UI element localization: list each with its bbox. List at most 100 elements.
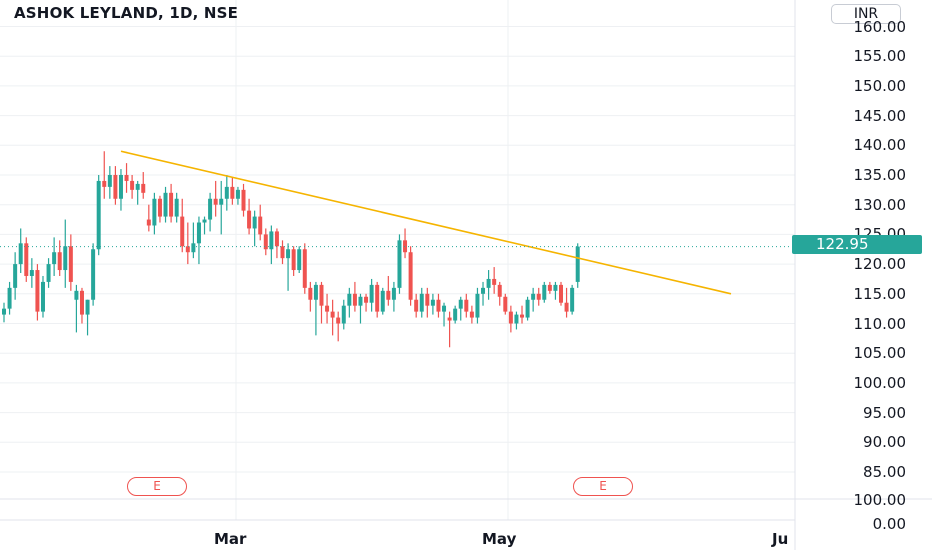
candles: [2, 151, 580, 348]
candle-body: [352, 293, 357, 306]
candle: [547, 281, 552, 294]
candle-body: [196, 222, 201, 244]
candle-body: [235, 189, 240, 199]
candle-body: [553, 284, 558, 291]
candle-body: [118, 175, 123, 199]
candle-body: [74, 290, 79, 300]
candle-body: [341, 305, 346, 324]
chart-title: ASHOK LEYLAND, 1D, NSE: [14, 4, 239, 22]
candle-body: [52, 252, 57, 265]
price-axis-label: 135.00: [853, 166, 907, 184]
candle-body: [547, 284, 552, 291]
candle-body: [336, 317, 341, 324]
candle: [542, 281, 547, 303]
candle: [29, 258, 34, 288]
price-axis-label: 90.00: [863, 433, 906, 452]
candle-body: [230, 186, 235, 199]
candle-body: [380, 290, 385, 312]
candle: [252, 210, 257, 247]
candle-body: [403, 240, 408, 253]
candle: [391, 281, 396, 312]
candle: [169, 183, 174, 223]
candle: [79, 287, 84, 324]
candle: [375, 281, 380, 318]
candle: [219, 180, 224, 235]
candle-body: [391, 287, 396, 300]
candle: [91, 243, 96, 306]
time-label-jun: Ju: [772, 530, 789, 548]
trendline[interactable]: [120, 150, 732, 295]
candle-body: [497, 284, 502, 297]
candle: [163, 186, 168, 223]
candle-body: [40, 281, 45, 312]
candle-body: [146, 219, 151, 226]
candle: [464, 293, 469, 318]
candle-body: [208, 198, 213, 220]
candle-body: [442, 305, 447, 312]
candle-body: [202, 219, 207, 223]
candle-body: [258, 216, 263, 235]
candle: [559, 281, 563, 306]
candle: [475, 287, 480, 324]
candle: [18, 228, 23, 274]
candle-body: [169, 192, 174, 217]
candle: [319, 281, 324, 324]
candle: [68, 234, 73, 291]
candle: [336, 311, 341, 342]
candle: [520, 305, 525, 324]
candle: [96, 175, 101, 256]
candle-body: [414, 299, 419, 312]
candle: [302, 243, 307, 294]
candle: [141, 172, 146, 199]
candle: [157, 195, 162, 223]
candle: [247, 198, 252, 235]
candle: [235, 186, 240, 205]
candle-body: [269, 231, 274, 250]
candle-body: [174, 198, 179, 217]
candle-body: [102, 180, 107, 187]
candle-body: [419, 293, 424, 312]
candle-body: [536, 293, 541, 300]
candle-body: [570, 287, 575, 312]
price-axis-label: 85.00: [863, 463, 906, 481]
candle-body: [564, 302, 569, 312]
candle-body: [113, 175, 118, 199]
candle: [46, 258, 51, 288]
candle-body: [308, 287, 313, 300]
earnings-event-marker[interactable]: E: [573, 477, 633, 496]
earnings-event-marker[interactable]: E: [127, 477, 187, 496]
candle-body: [24, 243, 29, 276]
candle: [291, 246, 296, 276]
candle: [107, 166, 112, 199]
candle: [202, 216, 207, 235]
candle: [35, 264, 40, 321]
volume-axis-label: 100.00: [853, 491, 907, 509]
candle: [180, 198, 185, 253]
candle: [436, 293, 441, 318]
candle: [425, 287, 430, 318]
candle-body: [358, 296, 363, 306]
candle: [347, 287, 352, 318]
candle-body: [469, 311, 474, 318]
candle: [124, 163, 129, 193]
candle-body: [369, 284, 374, 303]
candle: [341, 299, 346, 330]
candle: [419, 287, 424, 318]
price-axis-label: 115.00: [853, 284, 907, 303]
candle-body: [425, 293, 430, 306]
candle: [2, 302, 6, 323]
candle: [191, 222, 196, 259]
candle-body: [274, 231, 279, 247]
price-axis-label: 95.00: [863, 403, 906, 422]
candle: [570, 284, 575, 315]
candle: [386, 275, 391, 306]
currency-button[interactable]: INR: [831, 4, 901, 24]
candle-body: [130, 180, 135, 190]
candle-body: [96, 180, 101, 250]
candle: [380, 287, 385, 315]
candle-body: [68, 246, 73, 282]
price-axis-label: 130.00: [853, 195, 907, 214]
candle: [24, 237, 29, 282]
candle: [564, 287, 569, 318]
